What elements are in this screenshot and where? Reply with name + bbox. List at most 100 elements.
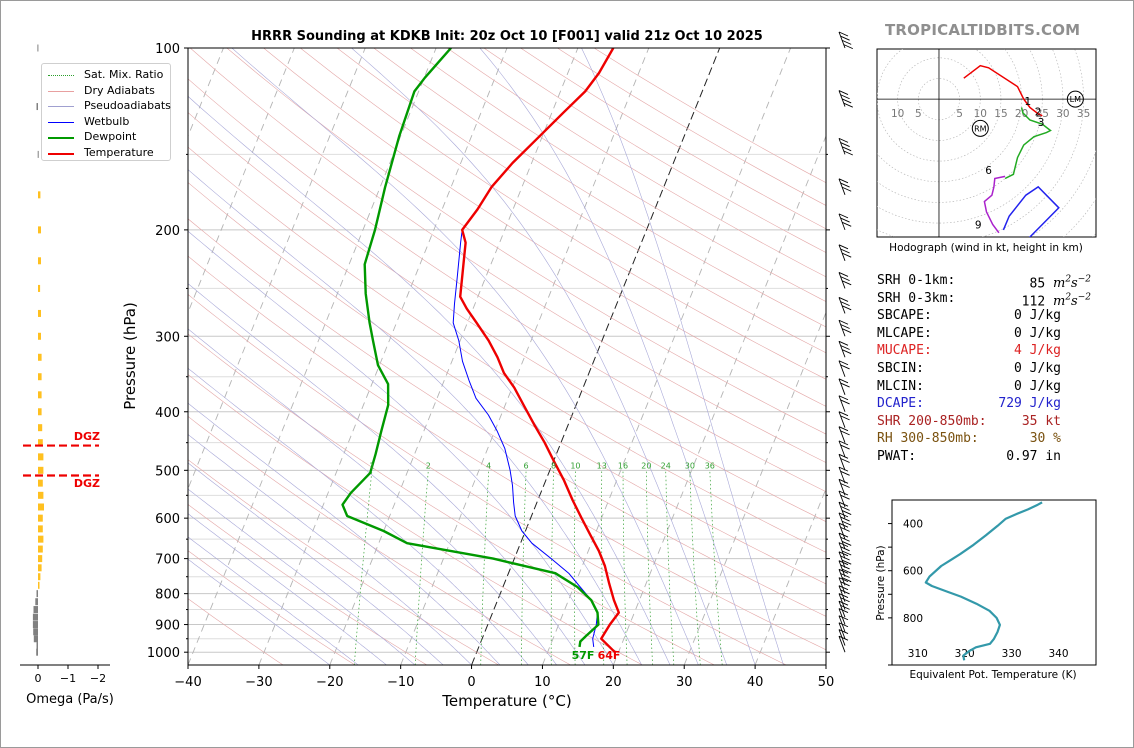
hodograph-frame [876,48,1097,238]
dry-adiabat-line [226,48,826,435]
stat-value: 0 J/kg [1014,360,1061,376]
wind-barb-flag [842,328,852,334]
wind-barb [838,90,853,108]
stat-row: MLCIN: 0 J/kg [877,378,1097,396]
wind-barb-flag [840,430,850,436]
isotherm-line [471,48,721,665]
wind-barb-staff [838,523,846,540]
moist-adiabat-line [188,513,387,665]
hodograph-ring-label: 5 [915,108,922,120]
hodograph-height-label: 1 [1024,96,1031,108]
y-tick-label: 800 [155,588,180,603]
wind-barb [838,466,850,484]
isotherm-line [400,48,650,665]
mixing-ratio-line [550,470,554,665]
omega-bar [38,391,42,399]
wind-barb-staff [838,542,846,559]
moist-adiabat-line [188,367,529,665]
wind-barb-flag [840,301,850,307]
wind-barb [838,593,850,610]
wetbulb-profile [452,229,598,647]
y-tick-label: 600 [155,512,180,527]
hodograph-plot-area: 10 5 5 10 15 20 25 30 35 123 6 9 RM LM [877,49,1096,237]
wind-barb [838,272,852,289]
isotherm-line [0,48,11,665]
wind-barb [838,453,850,471]
theta-e-profile [924,501,1043,661]
dry-adiabat-line [188,146,826,553]
wind-barb-flag [838,478,849,484]
stat-unit: m2s−2 [1052,292,1091,309]
lm-marker [1066,90,1084,108]
wind-barb-staff [838,213,846,231]
wind-barb-staff [838,532,846,550]
stat-label: DCAPE: [877,396,924,412]
hodograph-segment [983,175,1006,234]
mixing-ratio-line [689,470,701,665]
wind-barb-flag [838,490,849,496]
dry-adiabat-line [188,374,643,665]
wind-barb-flag [842,510,852,515]
wind-barb-flag [838,297,849,302]
wind-barb [838,490,850,508]
theta-e-y-tick-label: 600 [903,566,923,578]
stat-label: PWAT: [877,448,917,464]
omega-bar [38,453,44,461]
stat-row: SRH 0-1km: 85 m2s−2 [877,272,1097,292]
omega-bar [38,514,43,522]
dgz-top-label: DGZ [74,430,100,443]
omega-bar [33,635,38,643]
wind-barb-staff [838,138,846,155]
skewt-series [341,48,620,654]
wind-barb-flag [840,505,850,511]
omega-x-tick-label: −2 [90,672,106,685]
wind-barb [838,137,853,156]
theta-e-y-tick-label: 400 [903,519,923,531]
omega-bar [38,284,41,292]
omega-bar [36,590,38,598]
moist-adiabat-line [188,462,444,665]
omega-bar [37,150,39,158]
wind-barb [838,31,853,50]
omega-bar [38,424,43,432]
skewt-plot-frame [187,47,827,666]
hodograph-segment [1002,185,1060,237]
wind-barb-flag [842,39,852,45]
x-tick-label: −20 [316,675,343,690]
omega-bar [38,564,42,572]
legend-label: Sat. Mix. Ratio [84,68,164,81]
wind-barb-flag [838,577,849,583]
wind-barb-flag [838,340,849,346]
stat-value: 30 % [1029,431,1061,447]
omega-bar [38,581,40,589]
omega-bar [38,408,42,416]
moist-adiabat-line [188,402,501,665]
wind-barb-flag [840,444,850,450]
stat-label: MLCAPE: [877,325,932,341]
mixing-ratio-label: 36 [705,461,715,470]
moist-adiabat-line [351,48,728,665]
legend-swatch [48,90,74,92]
wind-barb-flag [842,221,852,227]
wind-barb-flag [838,319,849,325]
wind-barb-staff [838,622,846,639]
wind-barb-flag [840,581,850,587]
wind-barb [838,411,850,428]
hodograph-height-label: 2 [1035,107,1042,119]
wind-barb-flag [840,345,850,350]
stat-value: 0 J/kg [1014,308,1061,324]
stat-value: 4 J/kg [1014,343,1061,359]
mixing-ratio-label: 6 [524,461,529,470]
x-tick-label: 30 [676,675,693,690]
wind-barb-flag [838,213,849,219]
wind-barb [838,178,852,196]
mixing-ratio-label: 2 [426,461,431,470]
wind-barb-staff [838,593,846,610]
hodograph-ring-label: 10 [974,108,987,120]
wind-barb-flag [840,589,850,595]
wind-barb-flag [842,541,852,546]
stat-value: 85 m2s−2 [1029,275,1092,292]
hodograph-ring-label: 35 [1077,108,1090,120]
omega-bar [37,44,39,52]
wind-barb-flag [840,597,850,603]
